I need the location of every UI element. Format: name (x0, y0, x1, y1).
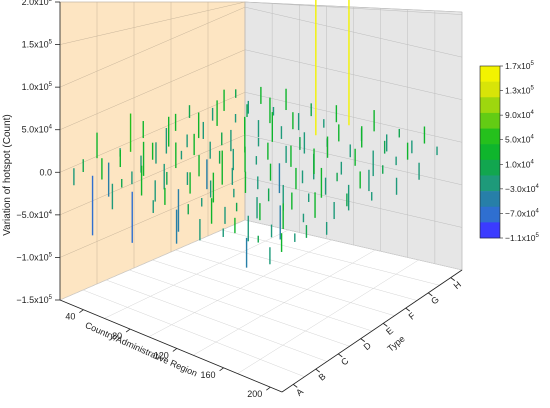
z-tick-label: −1.5x105 (16, 295, 52, 305)
x-tick-label: 200 (247, 389, 262, 399)
floor-gridline-y (152, 259, 373, 332)
y-tick-label: D (362, 340, 374, 352)
colorbar-tick-label: 5.0x104 (505, 135, 535, 145)
z-tick-label: 5.0x104 (22, 125, 53, 135)
y-tick-label: G (429, 294, 441, 306)
colorbar-tick-label: 1.3x105 (505, 86, 535, 96)
floor-gridline-y (244, 219, 463, 271)
x-tick (266, 386, 271, 391)
z-tick-label: 0.0 (39, 167, 52, 177)
y-axis-label: Type (385, 334, 406, 354)
x-tick-label: 160 (201, 370, 216, 380)
y-tick-label: C (339, 355, 351, 367)
colorbar-segment (480, 175, 500, 192)
left-wall-gridline (59, 92, 246, 173)
y-tick (383, 323, 388, 327)
colorbar-frame (479, 65, 501, 239)
y-axis-line (281, 269, 463, 393)
x-tick (219, 367, 224, 372)
floor-gridline-y (198, 239, 418, 301)
y-tick (360, 338, 365, 342)
y-tick (338, 353, 343, 358)
z-axis-label: Variation of hotspot (Count) (2, 114, 13, 236)
colorbar-segment (480, 66, 500, 82)
colorbar-segment (480, 144, 500, 161)
colorbar-tick-label: −1.1x105 (505, 233, 540, 243)
floor-gridline-y (129, 269, 350, 347)
chart-bars (73, 0, 438, 268)
z-tick-label: 1.5x105 (22, 40, 53, 50)
y-tick-label: A (294, 386, 305, 398)
x-tick (172, 348, 178, 352)
x-tick-label: 120 (154, 350, 169, 360)
x-tick-label: 40 (65, 312, 75, 322)
colorbar-segment (480, 206, 500, 223)
y-tick-label: H (452, 279, 463, 291)
left-wall-gridline (59, 1, 246, 45)
colorbar: 1.7x105 1.3x105 9.0x104 5.0x104 1.0x104 −3.0x… (479, 61, 540, 243)
colorbar-segment (480, 112, 500, 129)
x-tick (79, 309, 84, 314)
colorbar-segment (480, 222, 500, 239)
y-tick-label: E (384, 325, 395, 337)
colorbar-segment (480, 159, 500, 176)
left-wall-gridline (59, 6, 246, 88)
floor-gridline-y (83, 289, 305, 377)
colorbar-tick-label: −3.0x104 (505, 184, 540, 194)
floor-gridline-y (106, 279, 328, 362)
z-tick-label: −5.0x104 (16, 210, 52, 220)
left-wall-gridline (59, 49, 246, 130)
left-wall-gridline (59, 134, 246, 216)
y-tick (405, 307, 410, 312)
z-tick-label: −1.0x105 (16, 252, 52, 262)
colorbar-tick-label: −7.0x104 (505, 208, 540, 218)
colorbar-segment (480, 128, 500, 145)
z-tick-label: 1.0x105 (22, 82, 53, 92)
left-wall-gridline (59, 177, 246, 258)
colorbar-tick-label: 1.7x105 (505, 61, 535, 71)
y-tick-label: B (317, 371, 328, 383)
y-tick (315, 368, 320, 373)
y-tick (293, 384, 298, 388)
colorbar-segment (480, 81, 500, 98)
y-tick-label: F (407, 310, 418, 322)
x-tick (125, 328, 131, 333)
y-tick (428, 292, 433, 297)
colorbar-segment (480, 191, 500, 208)
x-tick-label: 80 (112, 331, 122, 341)
colorbar-tick-label: 9.0x104 (505, 110, 535, 120)
z-tick-label: 2.0x105 (22, 0, 53, 7)
x-axis-line (59, 299, 283, 393)
y-tick (450, 277, 455, 281)
colorbar-segment (480, 97, 500, 114)
colorbar-tick-label: 1.0x104 (505, 159, 535, 169)
floor-gridline-y (175, 249, 395, 316)
